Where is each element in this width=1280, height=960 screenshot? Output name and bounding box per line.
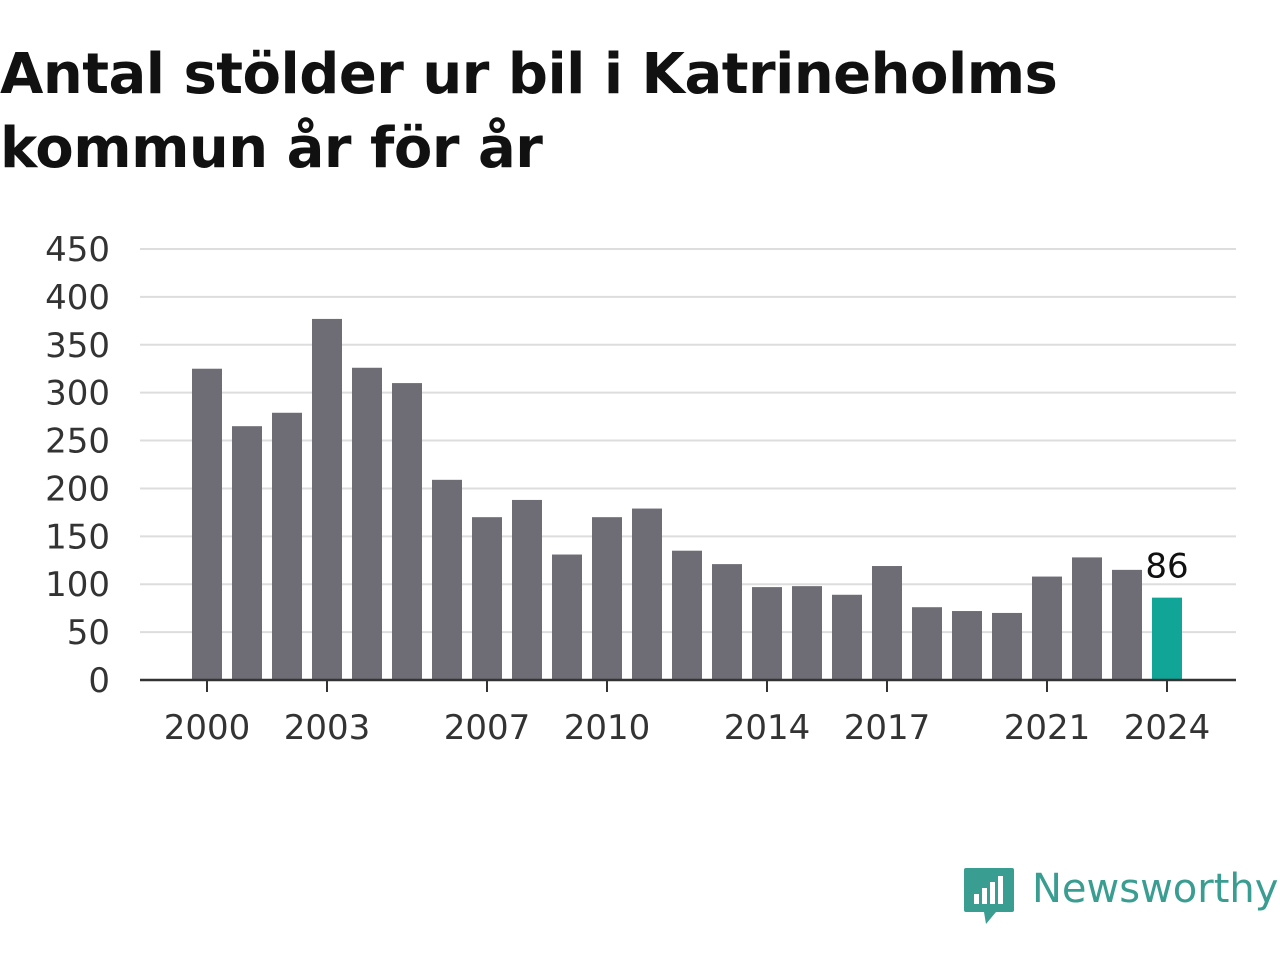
y-tick-label: 250 <box>45 422 110 462</box>
bar <box>872 566 902 680</box>
newsworthy-logo-icon <box>964 868 1014 924</box>
x-tick-label: 2000 <box>164 708 251 748</box>
bar <box>472 517 502 680</box>
bar <box>352 367 382 680</box>
bar <box>752 587 782 680</box>
y-tick-label: 200 <box>45 469 110 509</box>
y-tick-label: 0 <box>88 661 110 701</box>
bar <box>392 383 422 680</box>
bar <box>952 611 982 680</box>
bar <box>512 499 542 680</box>
bars <box>192 318 1182 680</box>
annotations: 86 <box>1145 547 1188 587</box>
bar <box>312 318 342 680</box>
x-tick-label: 2021 <box>1004 708 1091 748</box>
bar <box>1072 557 1102 680</box>
y-axis-labels: 0 50 100 150 200 250 300 350 400 450 <box>45 230 110 701</box>
y-tick-label: 100 <box>45 565 110 605</box>
bar <box>192 368 222 680</box>
bar <box>1032 576 1062 680</box>
bar <box>992 612 1022 680</box>
x-tick-label: 2007 <box>444 708 531 748</box>
x-tick-label: 2010 <box>564 708 651 748</box>
newsworthy-logo-text: Newsworthy <box>1032 866 1279 912</box>
data-label: 86 <box>1145 547 1188 587</box>
bar <box>832 594 862 680</box>
x-tick-label: 2017 <box>844 708 931 748</box>
bar <box>672 550 702 680</box>
y-tick-label: 150 <box>45 517 110 557</box>
bar <box>792 586 822 680</box>
bar <box>912 607 942 680</box>
bar <box>1112 569 1142 680</box>
y-tick-label: 450 <box>45 230 110 270</box>
bar <box>632 508 662 680</box>
x-axis: 2000 2003 2007 2010 2014 2017 2021 2024 <box>140 678 1236 748</box>
y-tick-label: 50 <box>67 613 110 653</box>
y-tick-label: 400 <box>45 278 110 318</box>
bar <box>712 564 742 680</box>
chart-title: Antal stölder ur bil i Katrineholms komm… <box>0 42 1058 181</box>
y-tick-label: 350 <box>45 326 110 366</box>
bar <box>272 412 302 680</box>
x-tick-label: 2003 <box>284 708 371 748</box>
y-tick-label: 300 <box>45 374 110 414</box>
bar <box>1152 597 1182 680</box>
bar-chart: 0 50 100 150 200 250 300 350 400 450 2000 2003 2007… <box>45 230 1236 748</box>
x-tick-label: 2014 <box>724 708 811 748</box>
x-tick-label: 2024 <box>1124 708 1211 748</box>
bar <box>552 554 582 680</box>
bar <box>432 479 462 680</box>
bar <box>592 517 622 680</box>
bar <box>232 426 262 680</box>
